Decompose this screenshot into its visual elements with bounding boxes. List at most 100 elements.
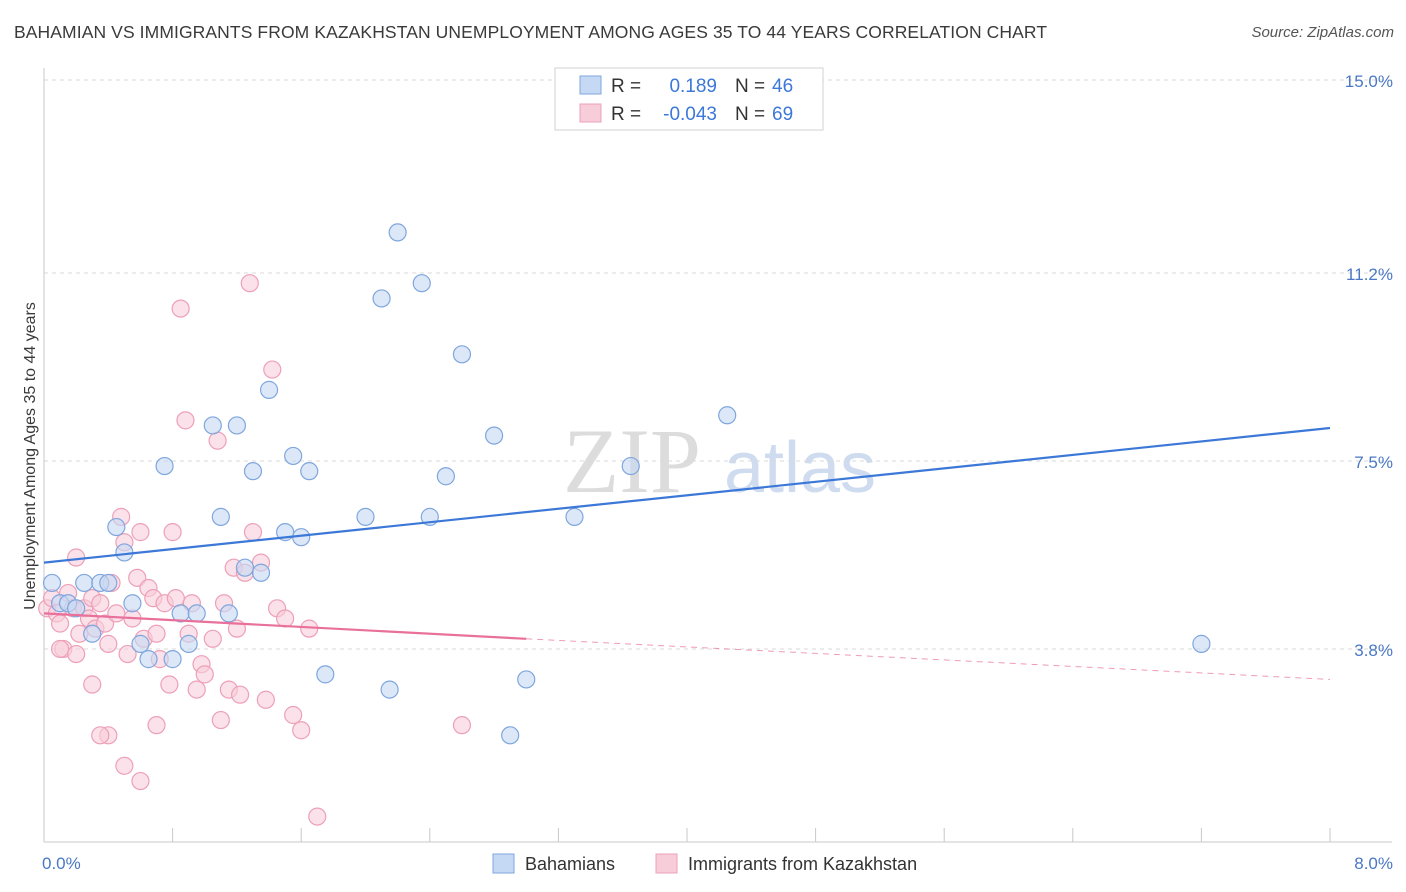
kazakhstan-point <box>240 274 259 293</box>
x-tick-labels: 0.0% 8.0% <box>42 854 1393 873</box>
kazakhstan-point <box>195 665 214 684</box>
x-tick-label: 8.0% <box>1354 854 1393 873</box>
kazakhstan-point <box>176 411 195 430</box>
kazakhstan-point <box>211 710 230 730</box>
bahamians-point <box>99 573 118 593</box>
kazakhstan-point <box>160 675 179 694</box>
kazakhstan-point <box>118 644 137 664</box>
bahamians-point <box>1192 634 1211 653</box>
bahamians-point <box>300 462 319 481</box>
bahamians-point <box>187 604 206 623</box>
kazakhstan-point <box>208 431 227 450</box>
legend-swatch-bahamians <box>492 853 515 874</box>
x-tick-label: 0.0% <box>42 854 81 873</box>
kazakhstan-point <box>452 716 472 735</box>
stats-n-label: N = <box>735 76 765 97</box>
axes <box>43 68 1392 843</box>
watermark-atlas: atlas <box>724 428 876 508</box>
legend-swatch-kazakhstan <box>655 853 678 874</box>
stats-r-label: R = <box>611 104 641 125</box>
bahamians-point <box>115 543 134 562</box>
kazakhstan-point <box>128 568 147 587</box>
kazakhstan-point <box>107 604 126 623</box>
bahamians-point <box>155 456 174 476</box>
kazakhstan-point <box>166 589 185 608</box>
kazakhstan-point <box>308 807 327 826</box>
kazakhstan-point <box>203 629 222 648</box>
stats-r-value: -0.043 <box>663 104 717 125</box>
bahamians-point <box>380 680 399 699</box>
bahamians-point <box>203 416 222 435</box>
bahamians-point <box>412 274 431 293</box>
kazakhstan-trend-line <box>43 612 527 640</box>
bahamians-point <box>219 604 238 623</box>
bahamians-point <box>139 650 158 669</box>
chart-title: BAHAMIAN VS IMMIGRANTS FROM KAZAKHSTAN U… <box>14 22 1048 42</box>
kazakhstan-point <box>95 614 115 633</box>
series-kazakhstan-points <box>38 274 472 826</box>
bahamians-point <box>356 507 375 526</box>
watermark: ZIP atlas <box>563 410 876 512</box>
kazakhstan-point <box>187 680 206 699</box>
legend-label-kazakhstan: Immigrants from Kazakhstan <box>688 854 917 874</box>
stats-r-label: R = <box>611 76 641 97</box>
series-bahamians-points <box>42 223 1211 745</box>
y-tick-label: 15.0% <box>1345 72 1393 91</box>
bahamians-point <box>131 634 150 653</box>
bahamians-point <box>179 634 198 653</box>
kazakhstan-point <box>147 624 166 643</box>
kazakhstan-point <box>163 523 182 542</box>
kazakhstan-point <box>131 771 150 791</box>
bahamians-point <box>565 507 584 526</box>
kazakhstan-point <box>171 299 190 318</box>
y-tick-label: 11.2% <box>1346 265 1393 284</box>
bahamians-point <box>259 380 279 399</box>
stats-n-value: 69 <box>772 104 793 125</box>
bahamians-point <box>621 456 640 476</box>
kazakhstan-point <box>256 690 275 709</box>
bahamians-point <box>436 467 455 486</box>
bahamians-point <box>107 517 126 537</box>
kazakhstan-point <box>131 523 150 542</box>
bahamians-point <box>83 624 102 643</box>
y-tick-labels: 3.8% 7.5% 11.2% 15.0% <box>1345 72 1393 660</box>
bahamians-point <box>284 446 303 466</box>
bahamians-point <box>243 462 263 481</box>
kazakhstan-point <box>67 644 86 664</box>
bahamians-point <box>452 345 472 364</box>
bahamians-point <box>75 573 94 593</box>
kazakhstan-point <box>83 675 102 694</box>
bahamians-point <box>251 563 271 582</box>
series-legend: Bahamians Immigrants from Kazakhstan <box>492 853 917 874</box>
bahamians-point <box>316 665 335 684</box>
kazakhstan-trend-extension <box>526 638 1331 680</box>
bahamians-point <box>501 726 520 745</box>
kazakhstan-point <box>284 705 303 725</box>
trend-lines <box>43 426 1331 680</box>
kazakhstan-point <box>50 639 70 659</box>
bahamians-point <box>235 558 255 577</box>
kazakhstan-point <box>91 726 110 745</box>
kazakhstan-point <box>276 609 295 628</box>
bahamians-point <box>485 426 504 445</box>
bahamians-point <box>67 599 86 618</box>
kazakhstan-point <box>292 721 311 740</box>
kazakhstan-point <box>231 685 250 704</box>
kazakhstan-point <box>115 756 134 775</box>
kazakhstan-point <box>243 523 263 542</box>
kazakhstan-point <box>91 594 110 613</box>
bahamians-point <box>211 507 230 526</box>
legend-label-bahamians: Bahamians <box>525 854 615 874</box>
bahamians-point <box>718 406 737 425</box>
bahamians-point <box>227 416 246 435</box>
kazakhstan-point <box>50 614 70 633</box>
bahamians-point <box>372 289 391 308</box>
bahamians-point <box>163 650 182 669</box>
y-axis-label: Unemployment Among Ages 35 to 44 years <box>22 302 39 610</box>
bahamians-point <box>123 594 142 613</box>
chart-source: Source: ZipAtlas.com <box>1251 24 1394 41</box>
stats-n-label: N = <box>735 104 765 125</box>
y-tick-label: 3.8% <box>1354 641 1393 660</box>
stats-n-value: 46 <box>772 76 793 97</box>
bahamians-point <box>517 670 536 689</box>
